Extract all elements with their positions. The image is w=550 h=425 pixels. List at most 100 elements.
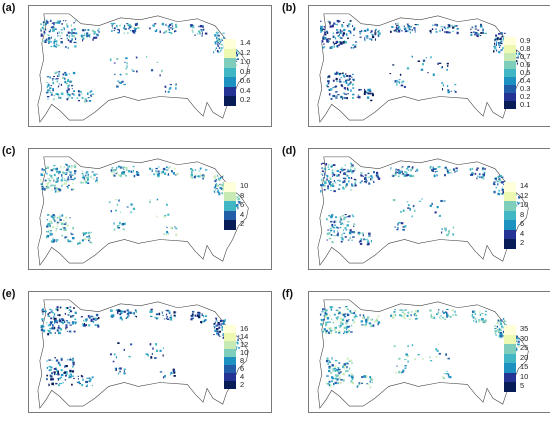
legend-label: 8 — [240, 190, 245, 200]
legend-swatch — [504, 363, 516, 373]
legend-label: 1.4 — [240, 38, 251, 47]
region-map — [317, 13, 529, 123]
legend-label: 12 — [520, 190, 529, 200]
map-panel-f: (f) 35 30 25 20 15 10 5 — [280, 286, 550, 421]
map-panel-a: (a) 1.4 1.2 1.0 0.8 0.6 0.4 0.2 — [0, 0, 272, 135]
panel-label: (c) — [2, 145, 16, 157]
legend-swatch — [504, 101, 516, 109]
legend-label: 10 — [240, 348, 249, 357]
legend-swatch — [504, 353, 516, 363]
legend-label: 0.3 — [520, 84, 531, 93]
legend-swatch — [224, 349, 236, 357]
legend-label: 25 — [520, 343, 529, 352]
legend-swatch — [224, 77, 236, 87]
region-boundary — [317, 13, 529, 123]
legend-swatch — [224, 210, 236, 220]
legend-swatch — [224, 191, 236, 201]
legend-label: 0.5 — [520, 68, 531, 77]
legend-swatch — [224, 39, 236, 49]
legend-label: 0.2 — [520, 92, 531, 101]
legend-label: 20 — [520, 352, 529, 362]
region-map — [317, 156, 529, 266]
data-pixels — [320, 162, 521, 246]
legend-swatch — [224, 333, 236, 341]
panel-label: (a) — [2, 2, 16, 14]
data-pixels — [320, 19, 520, 102]
legend-swatch — [504, 69, 516, 77]
legend-swatch — [504, 37, 516, 45]
legend-swatch — [504, 93, 516, 101]
legend-swatch — [504, 53, 516, 61]
legend-swatch — [224, 365, 236, 373]
legend-swatch — [504, 77, 516, 85]
region-map — [37, 156, 249, 266]
region-boundary — [317, 299, 529, 409]
map-frame — [308, 291, 550, 413]
map-frame — [28, 291, 272, 413]
legend-label: 4 — [240, 209, 245, 219]
legend-swatch — [504, 229, 516, 239]
legend-label: 8 — [240, 356, 245, 365]
panel-label: (b) — [282, 2, 297, 14]
legend-swatch — [504, 334, 516, 344]
legend-swatch — [504, 201, 516, 211]
legend-label: 2 — [240, 380, 245, 389]
legend-swatch — [504, 85, 516, 93]
legend-swatch — [224, 381, 236, 389]
legend-label: 10 — [520, 371, 529, 381]
legend-label: 14 — [240, 332, 249, 341]
region-map — [37, 299, 249, 409]
legend-label: 0.2 — [240, 95, 251, 104]
legend-label: 4 — [520, 228, 525, 238]
legend-swatch — [504, 372, 516, 382]
data-pixels — [40, 163, 241, 245]
legend-swatch — [224, 182, 236, 192]
legend-label: 8 — [520, 209, 525, 219]
panel-label: (d) — [282, 145, 297, 157]
legend-label: 10 — [240, 181, 249, 190]
legend-swatch — [224, 325, 236, 333]
legend-swatch — [224, 67, 236, 77]
legend-label: 1.0 — [240, 57, 251, 66]
legend-swatch — [504, 220, 516, 230]
panel-label: (e) — [2, 288, 16, 300]
legend-label: 2 — [240, 219, 245, 228]
legend-label: 16 — [240, 324, 249, 333]
legend-label: 35 — [520, 324, 529, 333]
legend-label: 2 — [520, 238, 525, 247]
legend-label: 0.1 — [520, 100, 531, 109]
map-panel-e: (e) 16 14 12 10 8 6 4 2 — [0, 286, 272, 421]
legend-label: 6 — [240, 364, 245, 373]
legend-label: 1.2 — [240, 47, 251, 57]
legend-label: 0.9 — [520, 36, 531, 45]
legend-swatch — [224, 201, 236, 211]
map-panel-b: (b) 0.9 0.8 0.7 0.6 0.5 0.4 0.3 0.2 0.1 — [280, 0, 550, 135]
legend-swatch — [224, 48, 236, 58]
legend-swatch — [224, 341, 236, 349]
legend-label: 0.8 — [520, 44, 531, 53]
map-panel-c: (c) 10 8 6 4 2 — [0, 143, 272, 278]
legend-label: 15 — [520, 362, 529, 371]
region-boundary — [317, 156, 529, 266]
panel-label: (f) — [282, 288, 293, 300]
legend-label: 30 — [520, 333, 529, 343]
region-boundary — [37, 156, 249, 266]
legend-label: 4 — [240, 372, 245, 381]
legend-swatch — [224, 96, 236, 106]
legend-swatch — [504, 61, 516, 69]
region-map — [37, 13, 249, 123]
legend-label: 0.6 — [520, 60, 531, 69]
legend-swatch — [504, 382, 516, 392]
legend-swatch — [224, 86, 236, 96]
map-panel-d: (d) 14 12 10 8 6 4 2 — [280, 143, 550, 278]
legend-label: 6 — [520, 219, 525, 228]
legend-label: 0.7 — [520, 52, 531, 61]
legend-swatch — [504, 325, 516, 335]
legend-label: 10 — [520, 200, 529, 209]
data-pixels — [40, 306, 240, 387]
legend-swatch — [504, 182, 516, 192]
legend-swatch — [224, 373, 236, 381]
legend-label: 0.4 — [240, 85, 251, 95]
region-map — [317, 299, 529, 409]
legend-swatch — [504, 45, 516, 53]
